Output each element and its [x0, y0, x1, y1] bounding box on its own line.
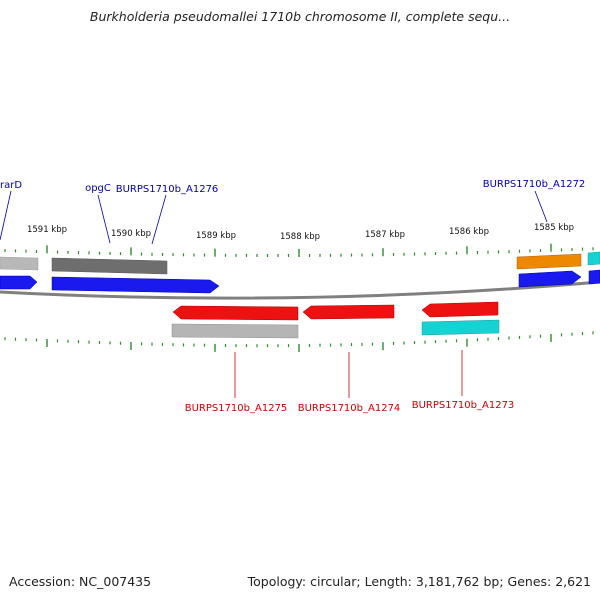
- scale-label-1588: 1588 kbp: [280, 232, 320, 242]
- gene-label-BURPS1710b_A1273[interactable]: BURPS1710b_A1273: [412, 400, 515, 411]
- accession-footer: Accession: NC_007435: [9, 574, 151, 589]
- leader-a1272: [534, 190, 548, 223]
- gene-blue-right-edge[interactable]: [588, 269, 600, 285]
- leader-opgC: [97, 194, 111, 244]
- gene-label-BURPS1710b_A1275[interactable]: BURPS1710b_A1275: [185, 403, 288, 414]
- gene-gray-left[interactable]: [0, 256, 39, 271]
- gene-cyan-reverse[interactable]: [421, 319, 500, 336]
- scale-label-1586: 1586 kbp: [449, 227, 489, 237]
- gene-cyan-right[interactable]: [587, 251, 600, 266]
- scale-label-1591: 1591 kbp: [27, 225, 67, 235]
- gene-blue-forward-1[interactable]: [51, 276, 220, 294]
- gene-label-rarD[interactable]: rarD: [0, 180, 22, 191]
- scale-label-1589: 1589 kbp: [196, 231, 236, 241]
- genome-backbone: [0, 280, 600, 300]
- map-title: Burkholderia pseudomallei 1710b chromoso…: [89, 9, 511, 24]
- leader-a1276: [151, 194, 167, 245]
- gene-BURPS1710b_A1275[interactable]: [172, 305, 299, 321]
- gene-BURPS1710b_A1272[interactable]: [516, 253, 582, 270]
- gene-opgC[interactable]: [51, 257, 168, 275]
- accession-value: NC_007435: [79, 574, 152, 589]
- scale-label-1585: 1585 kbp: [534, 223, 574, 233]
- topology-footer: Topology: circular; Length: 3,181,762 bp…: [247, 574, 591, 589]
- label-leaders: [0, 190, 548, 398]
- accession-label: Accession:: [9, 574, 76, 589]
- scale-label-1587: 1587 kbp: [365, 230, 405, 240]
- gene-label-BURPS1710b_A1274[interactable]: BURPS1710b_A1274: [298, 403, 401, 414]
- forward-strand: [0, 251, 600, 294]
- gene-labels: rarD opgC BURPS1710b_A1276 BURPS1710b_A1…: [0, 179, 585, 414]
- gene-label-opgC[interactable]: opgC: [85, 183, 111, 194]
- reverse-strand: [171, 301, 500, 339]
- gene-label-BURPS1710b_A1272[interactable]: BURPS1710b_A1272: [483, 179, 586, 190]
- gene-BURPS1710b_A1274[interactable]: [302, 304, 395, 320]
- leader-rarD: [0, 190, 12, 241]
- outer-tick-ring: [4, 243, 594, 257]
- gene-gray-reverse[interactable]: [171, 323, 299, 339]
- gene-blue-forward-2[interactable]: [518, 270, 582, 288]
- scale-label-1590: 1590 kbp: [111, 229, 151, 239]
- scale-labels: 1591 kbp 1590 kbp 1589 kbp 1588 kbp 1587…: [27, 223, 574, 242]
- gene-label-BURPS1710b_A1276[interactable]: BURPS1710b_A1276: [116, 184, 219, 195]
- inner-tick-ring: [4, 331, 594, 352]
- gene-BURPS1710b_A1273[interactable]: [421, 301, 499, 318]
- gene-rarD-arrow[interactable]: [0, 275, 38, 290]
